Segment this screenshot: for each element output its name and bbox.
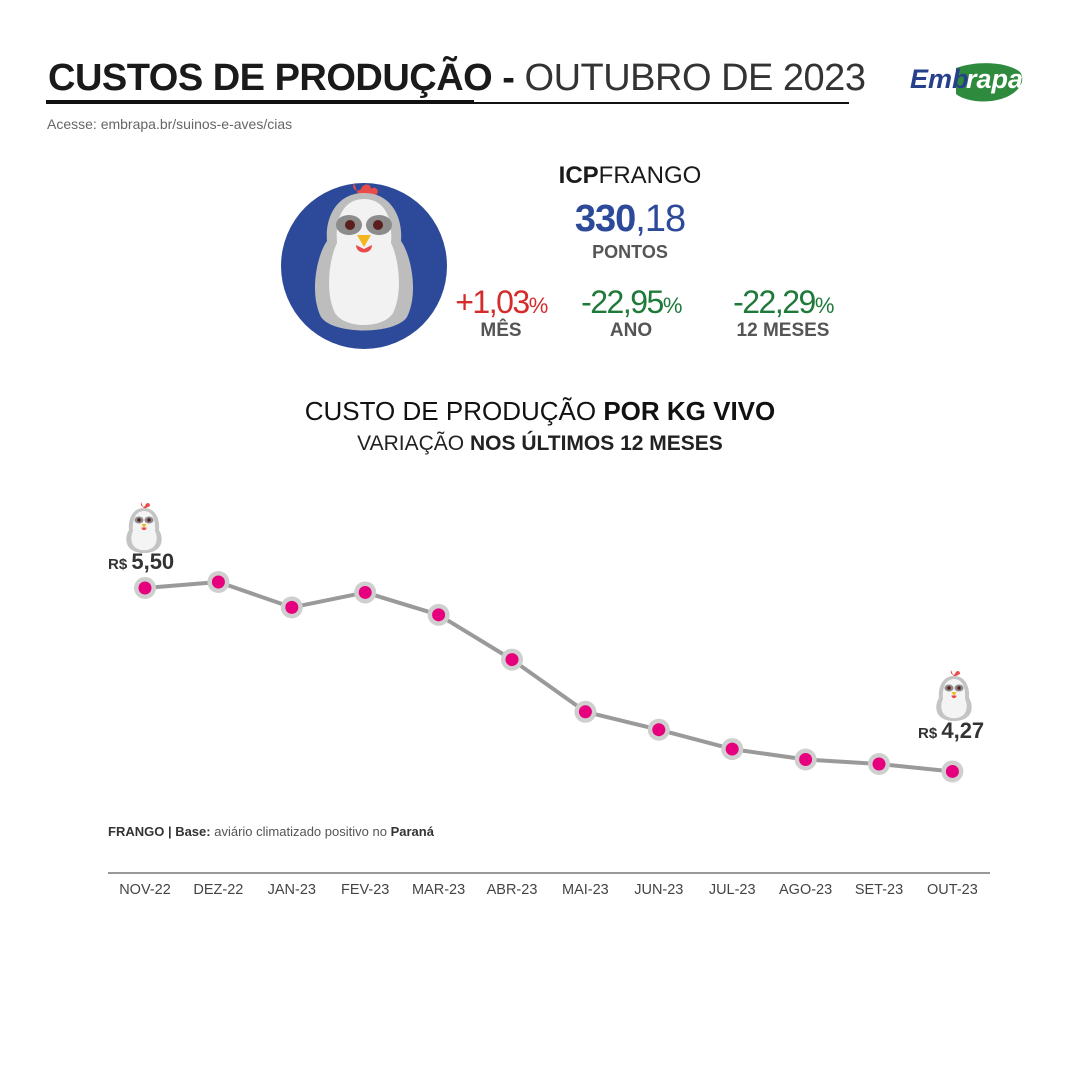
x-tick-label: FEV-23 bbox=[341, 882, 389, 898]
data-point bbox=[794, 748, 817, 771]
svg-text:rapa: rapa bbox=[966, 64, 1023, 94]
data-point-dot bbox=[138, 581, 152, 595]
data-point bbox=[427, 603, 450, 626]
title-underline-thick bbox=[46, 100, 474, 104]
data-point bbox=[941, 760, 964, 783]
icp-title: ICPFRANGO bbox=[470, 162, 790, 190]
data-point bbox=[868, 753, 890, 775]
icp-value-dec: ,18 bbox=[635, 198, 686, 240]
stat-month-pct: % bbox=[528, 293, 549, 318]
x-tick-label: MAR-23 bbox=[412, 882, 465, 898]
data-point-dot bbox=[872, 757, 886, 771]
data-point bbox=[207, 571, 230, 593]
data-point-dot bbox=[432, 608, 446, 622]
data-point bbox=[574, 700, 597, 723]
icp-title-bold: ICP bbox=[558, 162, 599, 189]
cost-line-chart: NOV-22 DEZ-22 JAN-23 FEV-23 MAR-23 ABR-23 MAI-… bbox=[108, 502, 990, 898]
stat-year-number: -22,95 bbox=[581, 284, 664, 320]
stat-12-months-number: -22,29 bbox=[733, 284, 816, 320]
last-value-label: R$ 4,27 bbox=[918, 718, 984, 743]
svg-text:Emb: Emb bbox=[910, 64, 969, 94]
chart-title-bold: POR KG VIVO bbox=[603, 396, 776, 426]
chart-subtitle-light: VARIAÇÃO bbox=[357, 432, 465, 455]
stat-month-label: MÊS bbox=[480, 320, 522, 341]
stat-12-months-label: 12 MESES bbox=[736, 320, 830, 341]
stat-12-months-pct: % bbox=[814, 293, 835, 318]
page-title: CUSTOS DE PRODUÇÃO - OUTUBRO DE 2023 bbox=[48, 56, 866, 100]
data-point bbox=[501, 648, 523, 671]
stat-month-value: +1,03% bbox=[446, 282, 556, 326]
data-point-dot bbox=[652, 723, 666, 737]
icp-value: 330,18 bbox=[470, 198, 790, 241]
data-point-dot bbox=[725, 742, 739, 756]
icp-title-light: FRANGO bbox=[598, 162, 702, 189]
stat-12-months: -22,29% 12 MESES bbox=[714, 282, 852, 342]
first-value-label: R$ 5,50 bbox=[108, 549, 174, 574]
stat-month-number: +1,03 bbox=[455, 284, 530, 320]
chart-subtitle: VARIAÇÃO NOS ÚLTIMOS 12 MESES bbox=[0, 432, 1080, 456]
title-bold: CUSTOS DE PRODUÇÃO - bbox=[48, 57, 515, 99]
data-point bbox=[280, 596, 303, 619]
chicken-icon bbox=[126, 502, 162, 553]
chicken-icon bbox=[281, 183, 447, 349]
data-point bbox=[721, 738, 744, 761]
chicken-icon bbox=[936, 670, 972, 721]
source-link[interactable]: Acesse: embrapa.br/suinos-e-aves/cias bbox=[47, 116, 293, 132]
data-point-dot bbox=[505, 653, 519, 667]
embrapa-logo: Emb rapa bbox=[910, 63, 1023, 102]
stat-year-pct: % bbox=[662, 293, 683, 318]
footnote-light: aviário climatizado positivo no bbox=[214, 824, 387, 839]
icp-value-int: 330 bbox=[574, 198, 636, 240]
x-tick-label: SET-23 bbox=[855, 882, 903, 898]
series-line bbox=[144, 580, 953, 774]
x-tick-label: DEZ-22 bbox=[193, 882, 243, 898]
data-point bbox=[354, 581, 377, 604]
x-tick-label: JUL-23 bbox=[709, 882, 756, 898]
stat-year-label: ANO bbox=[609, 320, 653, 341]
chart-footnote: FRANGO | Base: aviário climatizado posit… bbox=[108, 824, 434, 839]
x-tick-label: MAI-23 bbox=[562, 882, 609, 898]
x-tick-label: ABR-23 bbox=[487, 882, 538, 898]
data-point-dot bbox=[799, 753, 813, 767]
stat-year: -22,95% ANO bbox=[566, 282, 696, 342]
icp-unit: PONTOS bbox=[592, 242, 668, 262]
title-light: OUTUBRO DE 2023 bbox=[524, 57, 866, 99]
data-point-dot bbox=[211, 575, 225, 589]
data-point-dot bbox=[945, 764, 959, 778]
x-tick-label: AGO-23 bbox=[779, 882, 832, 898]
stat-year-value: -22,95% bbox=[566, 282, 696, 326]
data-point-dot bbox=[578, 705, 592, 719]
x-tick-label: JAN-23 bbox=[268, 882, 316, 898]
data-point-dot bbox=[358, 585, 372, 599]
data-point bbox=[647, 718, 670, 741]
data-point bbox=[134, 576, 156, 599]
data-point-dot bbox=[285, 600, 299, 614]
footnote-place: Paraná bbox=[390, 824, 434, 839]
x-tick-label: JUN-23 bbox=[634, 882, 683, 898]
chart-title: CUSTO DE PRODUÇÃO POR KG VIVO bbox=[0, 396, 1080, 427]
x-tick-label: OUT-23 bbox=[927, 882, 978, 898]
x-tick-label: NOV-22 bbox=[119, 882, 171, 898]
stat-12-months-value: -22,29% bbox=[714, 282, 852, 326]
chart-title-light: CUSTO DE PRODUÇÃO bbox=[304, 396, 597, 426]
footnote-bold: FRANGO | Base: bbox=[108, 824, 211, 839]
chart-subtitle-bold: NOS ÚLTIMOS 12 MESES bbox=[469, 432, 723, 455]
stat-month: +1,03% MÊS bbox=[446, 282, 556, 342]
